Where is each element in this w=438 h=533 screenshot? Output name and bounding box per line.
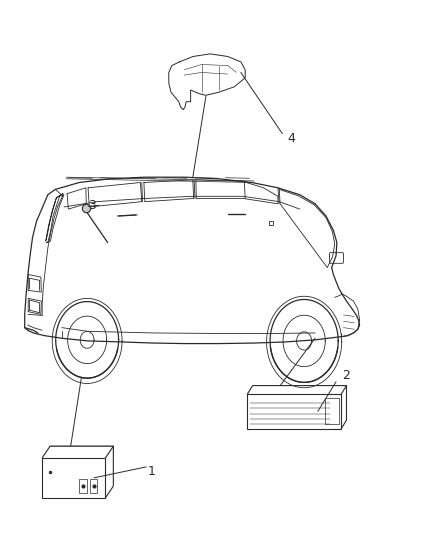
Text: 1: 1 [148, 465, 155, 478]
FancyBboxPatch shape [329, 253, 343, 263]
Bar [79, 479, 87, 494]
Bar [325, 398, 339, 424]
Text: 4: 4 [287, 132, 295, 146]
Text: 3: 3 [88, 199, 96, 212]
Bar [42, 458, 106, 498]
Bar [90, 479, 97, 494]
Text: 2: 2 [342, 369, 350, 382]
Bar [247, 394, 341, 429]
